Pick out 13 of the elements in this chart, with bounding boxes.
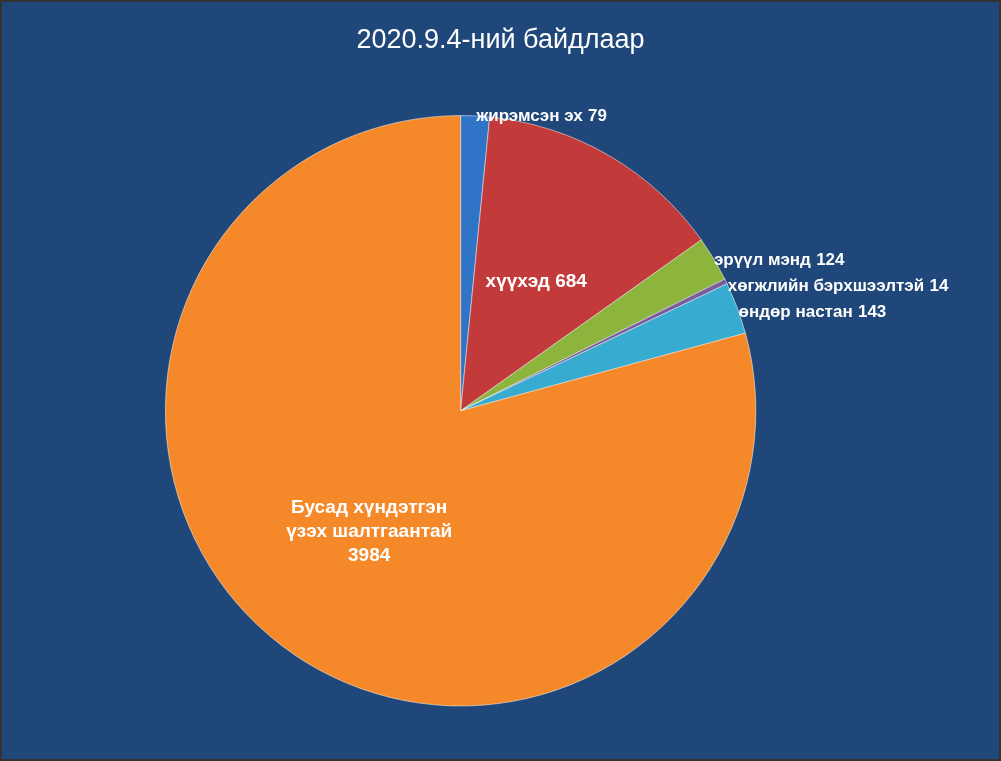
data-label: 124 bbox=[816, 249, 846, 269]
chart-title: 2020.9.4-ний байдлаар bbox=[356, 23, 645, 54]
data-label: 3984 bbox=[348, 543, 391, 565]
slice-label: Бусад хүндэтгэн үзэх шалтгаантай bbox=[286, 495, 453, 541]
slice-label: хүүхэд bbox=[485, 270, 550, 292]
data-label: 14 bbox=[929, 275, 949, 295]
data-label: 79 bbox=[588, 106, 608, 126]
slice-label: хөгжлийн бэрхшээлтэй bbox=[727, 275, 925, 295]
data-label: 684 bbox=[555, 270, 588, 292]
slice-label: жирэмсэн эх bbox=[475, 106, 584, 126]
data-label: 143 bbox=[857, 301, 887, 321]
slice-label: эрүүл мэнд bbox=[713, 249, 812, 269]
slice-label: өндөр настан bbox=[738, 301, 853, 321]
